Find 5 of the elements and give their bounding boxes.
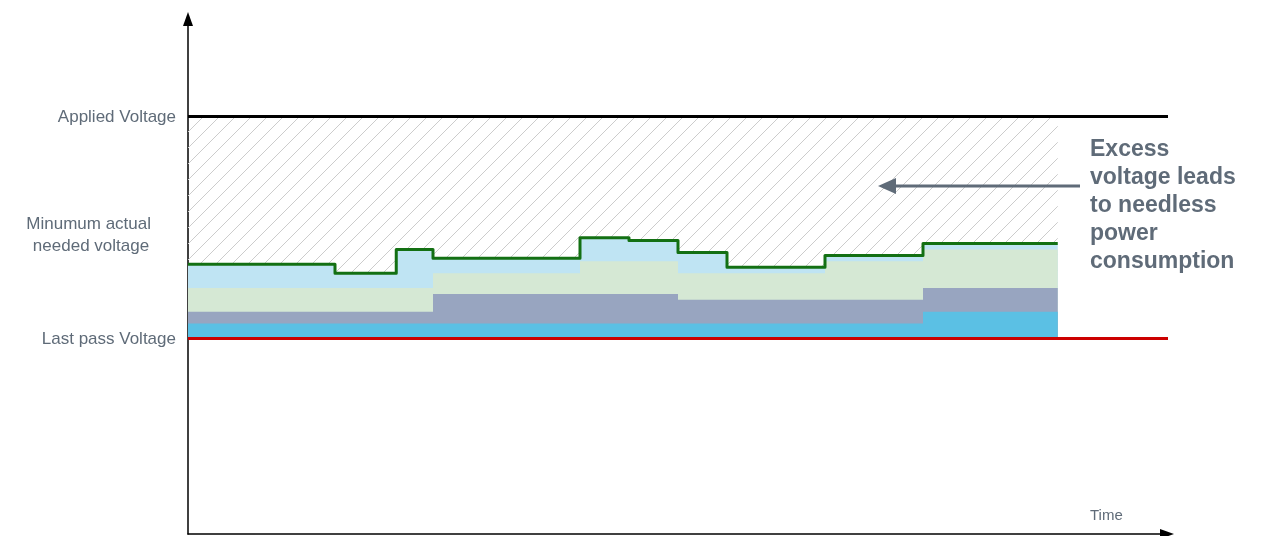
ref-line-label: Applied Voltage <box>57 106 176 126</box>
x-axis-title: Time <box>1090 506 1123 523</box>
text: Minumum actual needed voltage <box>26 213 156 255</box>
ref-line-label: Last pass Voltage <box>41 328 176 348</box>
annotation: Excess voltage leads to needless power consumption <box>1090 135 1243 273</box>
